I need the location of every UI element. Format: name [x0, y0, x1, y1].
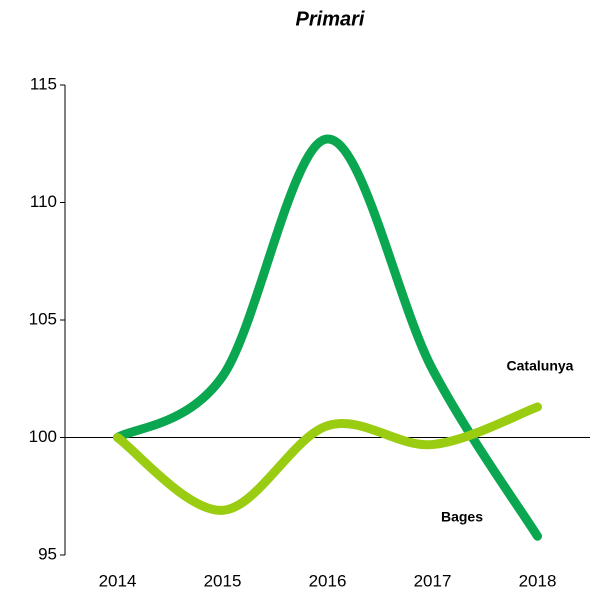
- x-tick-label: 2018: [519, 571, 557, 590]
- y-tick-label: 115: [30, 74, 57, 93]
- x-tick-label: 2015: [204, 571, 242, 590]
- chart-title: Primari: [296, 8, 365, 30]
- x-tick-label: 2014: [99, 571, 137, 590]
- line-series: [113, 134, 542, 541]
- y-tick-label: 95: [38, 544, 57, 563]
- x-tick-label: 2017: [414, 571, 452, 590]
- series-label: Bages: [441, 509, 483, 525]
- y-tick-label: 100: [29, 427, 57, 446]
- y-tick-label: 105: [29, 309, 57, 328]
- line-series: [113, 402, 542, 515]
- x-tick-label: 2016: [309, 571, 347, 590]
- y-tick-label: 110: [30, 192, 57, 211]
- series-label: Catalunya: [507, 358, 574, 374]
